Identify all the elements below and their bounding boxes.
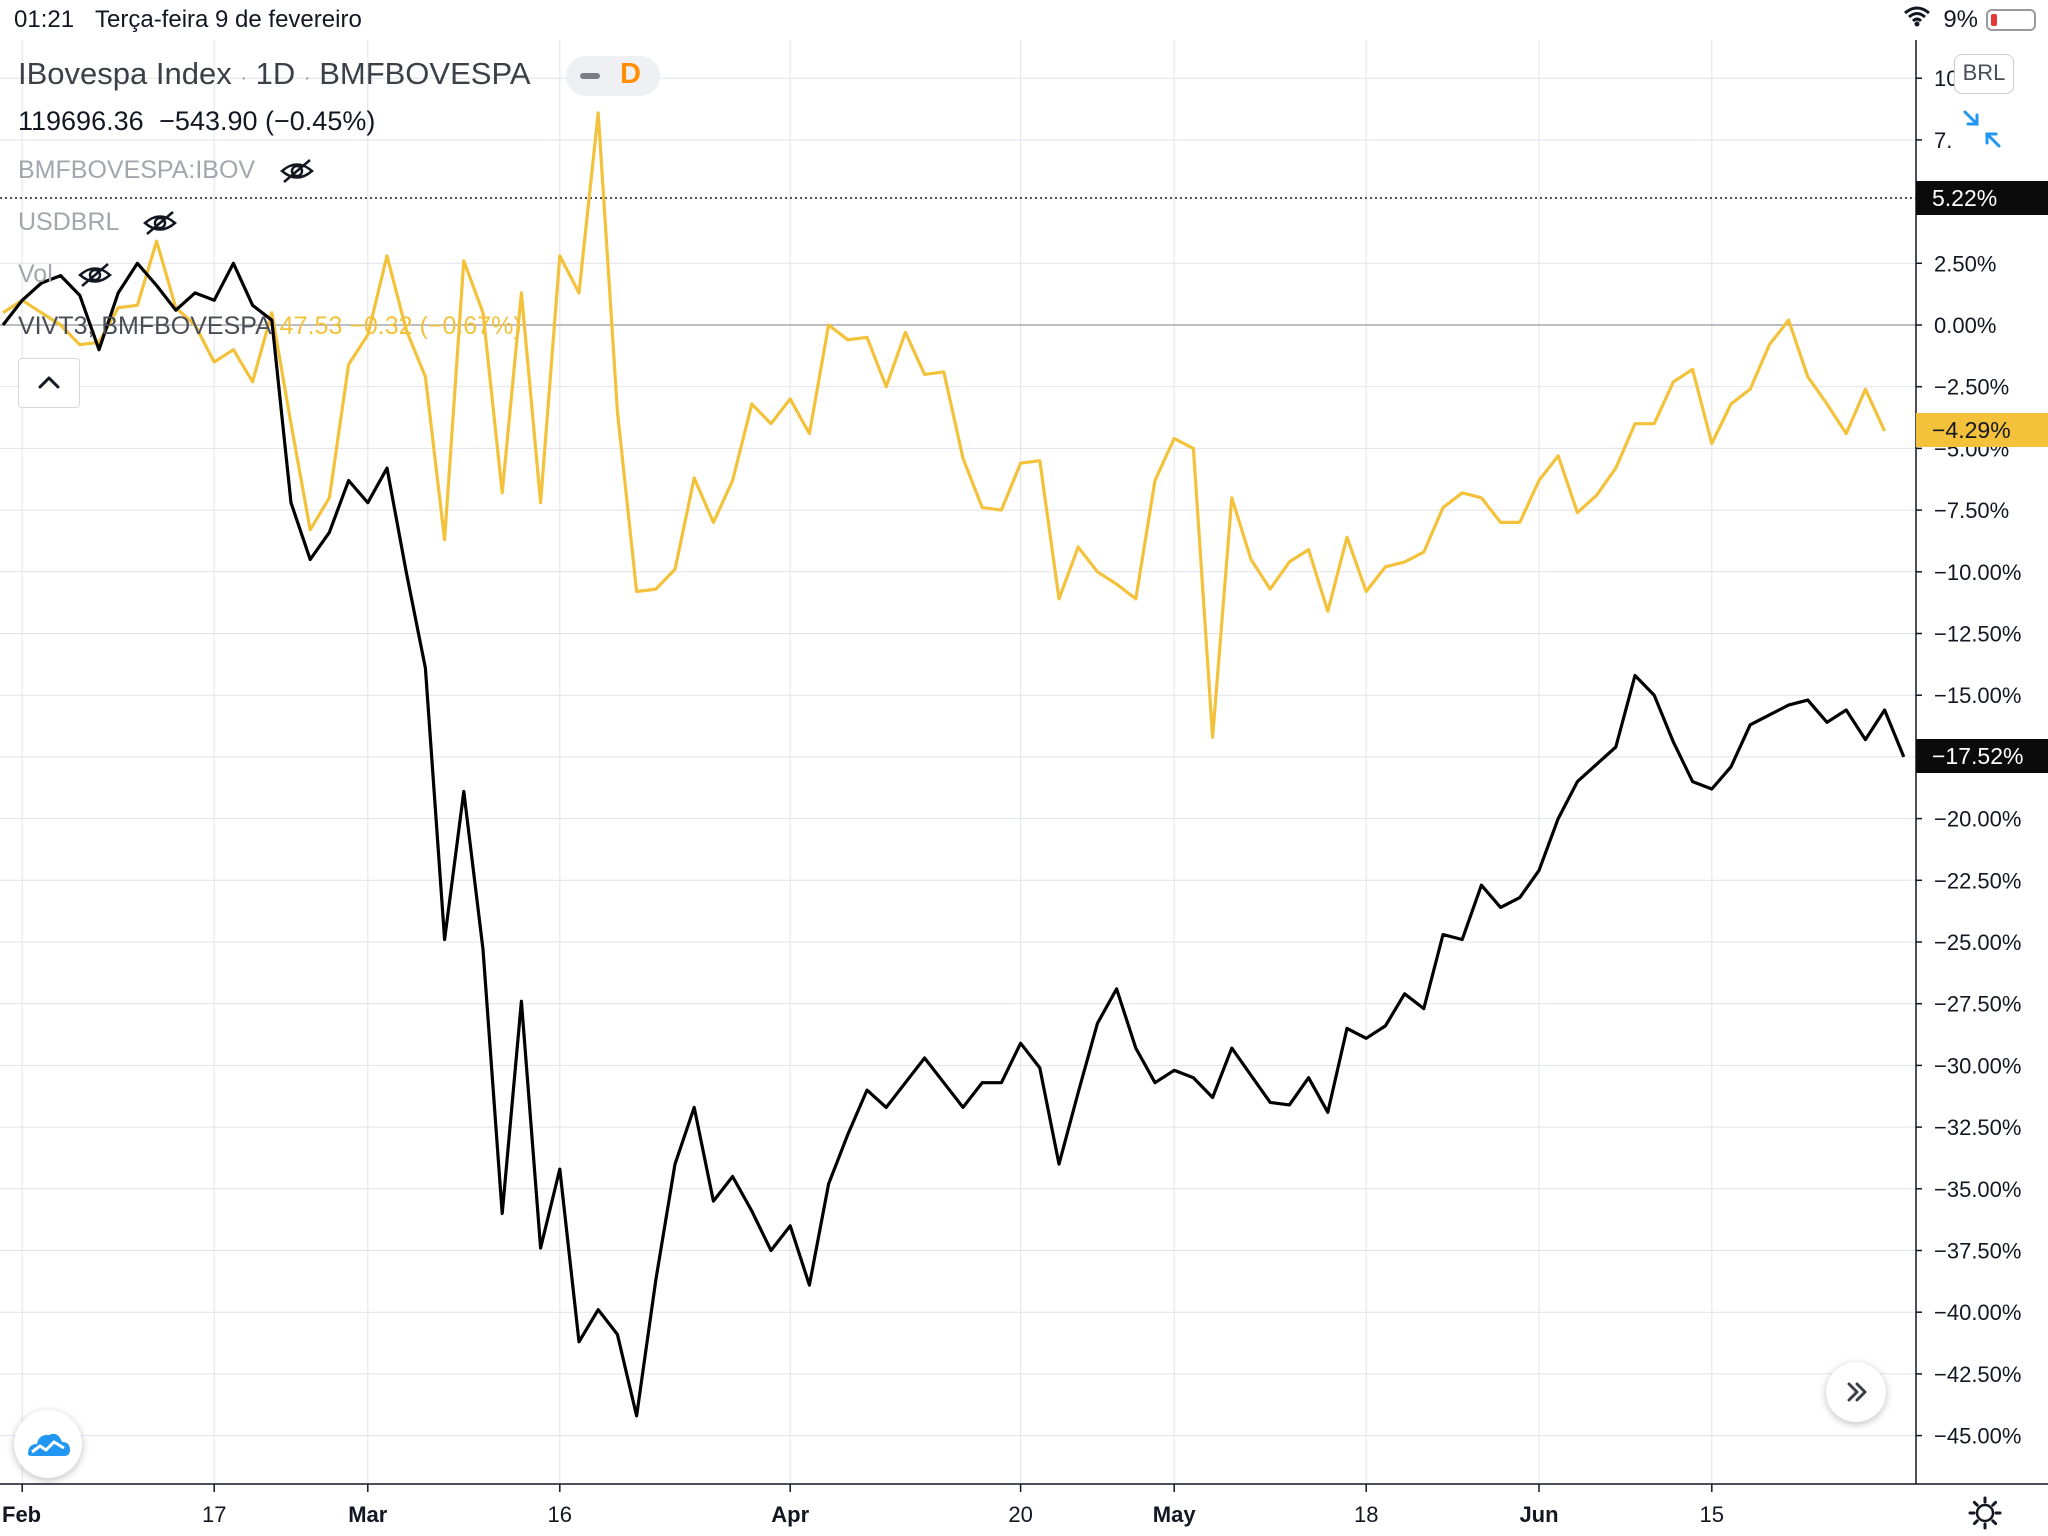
compare-legend-row[interactable]: VIVT3, BMFBOVESPA 47.53 −0.32 (−0.67%)	[18, 312, 522, 341]
y-tick-label: −45.00%	[1934, 1424, 2021, 1449]
eye-hidden-icon[interactable]	[143, 210, 178, 236]
study-row-ibov[interactable]: BMFBOVESPA:IBOV	[18, 156, 314, 185]
cloud-logo-icon	[28, 1433, 70, 1456]
compare-price: 47.53	[279, 312, 343, 340]
exit-fullscreen-button[interactable]	[1955, 102, 2009, 156]
last-value-tag-ibov: −17.52%	[1916, 739, 2048, 773]
study-label: USDBRL	[18, 208, 119, 236]
last-price: 119696.36	[18, 106, 144, 136]
time-axis-ticks: Feb 17 Mar 16 Apr 20 May 18 Jun 15	[2, 1484, 1724, 1527]
battery-icon	[1986, 9, 2036, 31]
y-tick-label: −25.00%	[1934, 930, 2021, 955]
symbol-name[interactable]: IBovespa Index	[18, 56, 232, 91]
study-row-vol[interactable]: Vol	[18, 260, 112, 289]
x-tick-label: 18	[1354, 1502, 1378, 1527]
eye-hidden-icon[interactable]	[77, 262, 112, 288]
x-tick-label: 17	[202, 1502, 226, 1527]
minus-icon	[580, 73, 600, 79]
status-bar: 01:21 Terça-feira 9 de fevereiro 9%	[0, 0, 2048, 40]
y-tick-label: −42.50%	[1934, 1362, 2021, 1387]
study-label: Vol	[18, 260, 53, 288]
vivt3-series-line	[2, 111, 1887, 739]
y-tick-label: −30.00%	[1934, 1053, 2021, 1078]
settings-gear-icon[interactable]	[1968, 1496, 2002, 1530]
y-tick-label: −15.00%	[1934, 683, 2021, 708]
eye-hidden-icon[interactable]	[280, 158, 314, 184]
legend-title-row[interactable]: IBovespa Index · 1D · BMFBOVESPA	[18, 56, 531, 92]
y-tick-label: −20.00%	[1934, 807, 2021, 832]
ibov-series-line	[1, 261, 1906, 1418]
y-tick-label: −12.50%	[1934, 622, 2021, 647]
vertical-gridlines	[21, 40, 1713, 1484]
currency-button[interactable]: BRL	[1954, 54, 2014, 94]
status-date: Terça-feira 9 de fevereiro	[95, 6, 362, 33]
y-tick-label: −7.50%	[1934, 498, 2009, 523]
x-tick-label: Apr	[771, 1502, 809, 1527]
interval-label[interactable]: 1D	[255, 56, 296, 91]
chevron-up-icon	[38, 376, 60, 389]
tradingview-logo-button[interactable]	[14, 1410, 82, 1478]
x-tick-label: Feb	[2, 1502, 41, 1527]
x-tick-label: Jun	[1519, 1502, 1558, 1527]
legend-separator: ·	[240, 67, 247, 89]
legend-price-row: 119696.36 −543.90 (−0.45%)	[18, 106, 375, 137]
last-value-tag-dotted: 5.22%	[1916, 181, 2048, 215]
last-value-tag-vivt: −4.29%	[1916, 413, 2048, 447]
x-tick-label: 16	[548, 1502, 572, 1527]
y-tick-label: 2.50%	[1934, 251, 1996, 276]
compare-change: −0.32	[349, 312, 413, 340]
collapse-legend-button[interactable]	[18, 358, 80, 408]
battery-percent: 9%	[1943, 6, 1978, 33]
y-tick-label: −40.00%	[1934, 1300, 2021, 1325]
price-change: −543.90	[159, 106, 258, 136]
compare-change-pct: (−0.67%)	[419, 312, 522, 340]
delayed-badge: D	[620, 58, 641, 90]
y-tick-label: −27.50%	[1934, 992, 2021, 1017]
y-tick-label: −10.00%	[1934, 560, 2021, 585]
double-chevron-right-icon	[1847, 1382, 1867, 1402]
series-layer	[1, 111, 1906, 1418]
horizontal-gridlines	[0, 77, 1916, 1437]
x-tick-label: 15	[1700, 1502, 1724, 1527]
scroll-to-realtime-button[interactable]	[1826, 1362, 1886, 1422]
wifi-icon	[1904, 6, 1930, 27]
y-tick-label: −32.50%	[1934, 1115, 2021, 1140]
y-tick-label: −35.00%	[1934, 1177, 2021, 1202]
study-row-usdbrl[interactable]: USDBRL	[18, 208, 178, 237]
x-tick-label: Mar	[348, 1502, 388, 1527]
exchange-label: BMFBOVESPA	[319, 56, 531, 91]
y-tick-label: −22.50%	[1934, 868, 2021, 893]
y-tick-label: −2.50%	[1934, 375, 2009, 400]
price-change-pct: (−0.45%)	[265, 106, 376, 136]
legend-separator: ·	[303, 67, 311, 89]
x-tick-label: 20	[1008, 1502, 1032, 1527]
chart-area[interactable]: 107.2.50%0.00%−2.50%−5.00%−7.50%−10.00%−…	[0, 40, 2048, 1536]
compare-symbol: VIVT3, BMFBOVESPA	[18, 312, 272, 340]
shrink-icon	[1963, 110, 2001, 148]
study-label: BMFBOVESPA:IBOV	[18, 156, 256, 184]
status-time: 01:21	[14, 6, 75, 33]
x-tick-label: May	[1153, 1502, 1197, 1527]
y-tick-label: 0.00%	[1934, 313, 1996, 338]
y-tick-label: 7.	[1934, 128, 1952, 153]
y-tick-label: −37.50%	[1934, 1239, 2021, 1264]
